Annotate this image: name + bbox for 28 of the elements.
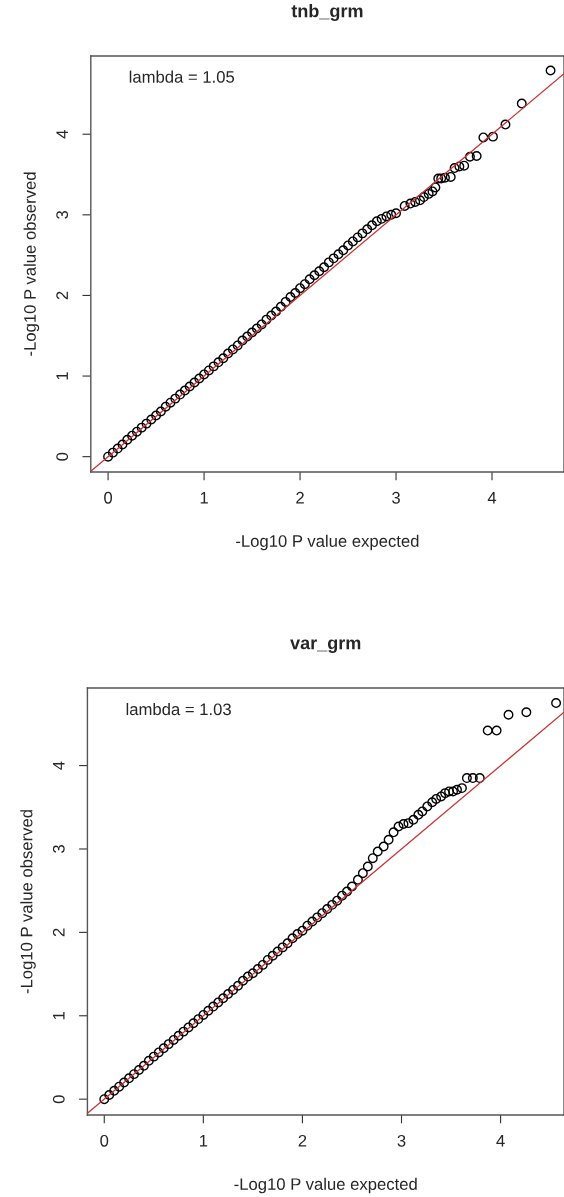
x-tick-label: 2 [298, 1134, 307, 1147]
y-tick-label: 4 [53, 761, 65, 770]
y-tick-label: 1 [53, 1011, 65, 1020]
y-tick-label: 2 [52, 928, 65, 937]
y-tick-label: 0 [52, 1095, 65, 1104]
y-axis-title: -Log10 P value observed [20, 810, 36, 994]
chart-title: tnb_grm [291, 4, 363, 21]
y-tick-label: 3 [56, 210, 69, 219]
x-axis-title: -Log10 P value expected [234, 1177, 417, 1194]
y-tick-label: 4 [56, 130, 68, 139]
x-axis-title: -Log10 P value expected [236, 534, 419, 551]
y-tick-label: 1 [56, 372, 68, 380]
annotation: lambda = 1.05 [129, 70, 235, 83]
x-tick-label: 3 [392, 491, 400, 504]
annotation: lambda = 1.03 [126, 702, 231, 716]
y-tick-label: 3 [52, 845, 65, 853]
x-tick-label: 3 [397, 1134, 406, 1147]
x-tick-label: 4 [487, 492, 497, 504]
x-tick-label: 1 [200, 492, 208, 504]
x-tick-label: 2 [296, 491, 304, 504]
y-tick-label: 0 [56, 452, 69, 461]
x-tick-label: 0 [104, 491, 113, 504]
y-tick-label: 2 [56, 291, 68, 300]
x-tick-label: 4 [496, 1135, 505, 1147]
x-tick-label: 0 [100, 1134, 109, 1147]
y-axis-title: -Log10 P value observed [23, 172, 40, 356]
chart-title: var_grm [290, 639, 361, 653]
x-tick-label: 1 [199, 1135, 208, 1147]
